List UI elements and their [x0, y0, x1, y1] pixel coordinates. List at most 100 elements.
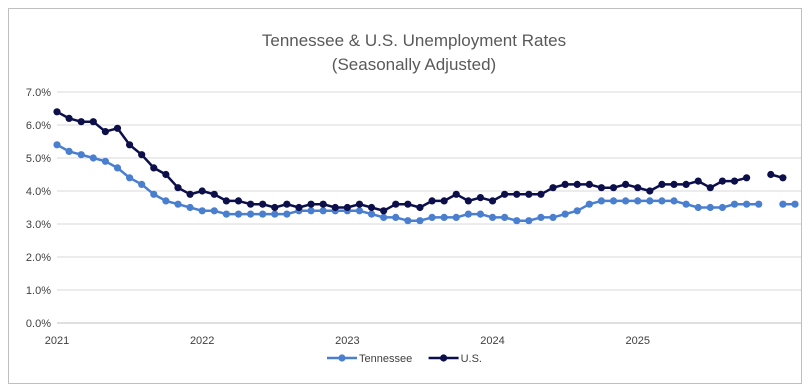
data-point [573, 207, 581, 215]
data-point [730, 177, 739, 185]
x-tick-label: 2024 [480, 335, 504, 347]
data-point [779, 200, 787, 208]
data-point [162, 170, 170, 179]
data-point [125, 174, 134, 182]
legend-marker [338, 354, 346, 362]
data-point [718, 203, 727, 212]
data-point [65, 147, 73, 155]
data-point [355, 207, 364, 215]
data-point [670, 180, 678, 188]
data-point [246, 200, 255, 208]
data-point [428, 197, 436, 205]
data-point [380, 207, 388, 215]
x-tick-label: 2025 [625, 335, 649, 347]
data-point [440, 197, 448, 205]
data-point [694, 177, 702, 185]
data-point [295, 203, 303, 212]
data-point [476, 194, 485, 202]
y-tick-label: 6.0% [26, 120, 51, 132]
series-u-s [53, 108, 787, 215]
series-line [56, 110, 747, 213]
unemployment-chart: Tennessee & U.S. Unemployment Rates (Sea… [26, 31, 801, 365]
data-point [755, 200, 763, 208]
grid-layer [57, 91, 801, 324]
data-point [210, 190, 218, 198]
data-point [646, 187, 654, 195]
axis-layer: 0.0% 1.0% 2.0% 3.0% 4.0% 5.0% 6.0% 7.0% 2021 2022… [26, 87, 650, 347]
data-point [89, 118, 97, 126]
data-point [573, 180, 581, 188]
data-point [706, 203, 714, 212]
data-point [380, 213, 388, 221]
data-point [174, 184, 182, 192]
data-point [77, 118, 85, 126]
data-point [464, 197, 472, 205]
data-point [634, 184, 642, 192]
data-point [622, 197, 630, 205]
data-point [476, 210, 485, 218]
data-point [549, 213, 557, 221]
data-point [198, 187, 206, 195]
data-point [549, 184, 557, 192]
data-point [767, 170, 775, 179]
data-point [537, 190, 545, 198]
y-tick-label: 4.0% [26, 186, 51, 198]
data-point [101, 157, 109, 165]
data-point [779, 174, 787, 182]
legend-item-tennessee: Tennessee [327, 353, 412, 365]
data-point [222, 210, 230, 218]
data-point [597, 197, 606, 205]
data-point [416, 203, 424, 212]
data-point [501, 213, 509, 221]
data-point [150, 164, 158, 172]
data-point [138, 151, 146, 159]
data-point [53, 108, 61, 116]
data-point [743, 200, 751, 208]
data-point [222, 197, 230, 205]
data-point [658, 180, 666, 188]
y-tick-label: 0.0% [26, 318, 51, 330]
data-point [428, 213, 436, 221]
legend: Tennessee U.S. [327, 353, 482, 365]
data-point [65, 114, 73, 122]
data-point [113, 164, 122, 172]
data-point [150, 190, 158, 198]
data-point [404, 217, 412, 225]
data-point [694, 203, 702, 212]
data-point [343, 203, 351, 212]
data-point [125, 141, 134, 149]
data-point [743, 174, 751, 182]
data-point [730, 200, 739, 208]
data-point [706, 184, 714, 192]
data-point [513, 217, 521, 225]
data-point [464, 210, 472, 218]
data-point [186, 203, 194, 212]
data-point [609, 197, 618, 205]
data-point [89, 154, 97, 162]
data-point [319, 207, 327, 215]
data-point [283, 210, 291, 218]
data-point [440, 213, 448, 221]
data-point [307, 207, 315, 215]
legend-label: U.S. [461, 353, 482, 365]
data-point [210, 207, 218, 215]
data-point [488, 213, 497, 221]
legend-item-u-s: U.S. [428, 353, 482, 365]
data-point [416, 217, 424, 225]
data-point [138, 180, 146, 188]
x-tick-label: 2021 [45, 335, 69, 347]
legend-label: Tennessee [359, 353, 412, 365]
data-point [682, 200, 690, 208]
data-point [634, 197, 642, 205]
y-tick-label: 1.0% [26, 285, 51, 297]
data-point [585, 200, 593, 208]
data-point [367, 203, 376, 212]
legend-marker [440, 354, 448, 362]
data-point [113, 124, 122, 132]
data-point [404, 200, 412, 208]
series-layer [53, 108, 799, 225]
data-point [488, 197, 497, 205]
data-point [513, 190, 521, 198]
chart-subtitle: (Seasonally Adjusted) [332, 55, 496, 74]
data-point [561, 180, 569, 188]
